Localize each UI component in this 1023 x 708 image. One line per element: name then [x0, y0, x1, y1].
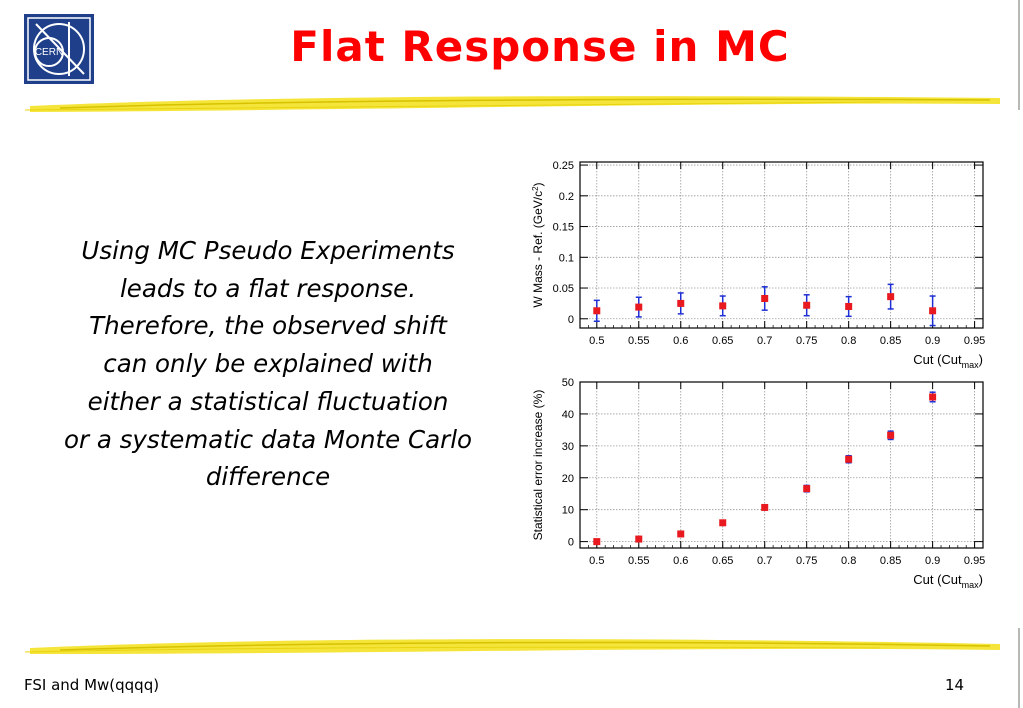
right-edge-line: [1018, 0, 1020, 110]
x-tick-label: 0.7: [757, 555, 772, 567]
y-tick-label: 0: [568, 537, 574, 549]
x-tick-label: 0.55: [628, 335, 649, 347]
plot-frame: [579, 381, 984, 549]
data-point: [677, 530, 685, 538]
x-tick-label: 0.75: [796, 335, 817, 347]
y-axis-label-end: ): [531, 182, 545, 186]
data-point: [929, 393, 937, 401]
y-axis-label: W Mass - Ref. (GeV/c2): [531, 182, 545, 307]
w-mass-shift-chart: 0.5 0.55 0.6 0.65 0.7 0.75 0.8 0.85 0.9 0.95 0 0.05…: [531, 160, 985, 370]
data-point: [845, 455, 853, 463]
right-edge-line: [1018, 628, 1020, 708]
footer-text: FSI and Mw(qqqq): [24, 676, 160, 694]
data-point: [593, 307, 601, 315]
body-line: leads to a flat response.: [119, 273, 417, 303]
x-axis-label: Cut (Cutmax): [913, 572, 983, 590]
x-axis-label: Cut (Cutmax): [913, 352, 983, 370]
y-tick-label: 0.2: [559, 191, 574, 203]
page-number: 14: [945, 676, 965, 694]
body-line: Using MC Pseudo Experiments: [81, 236, 455, 265]
bottom-brush-stroke: [24, 639, 1000, 654]
x-tick-label: 0.95: [964, 555, 985, 567]
data-point: [677, 299, 685, 307]
x-axis-label-sub: max: [962, 580, 980, 590]
data-point: [593, 538, 601, 546]
data-point: [887, 431, 895, 439]
y-tick-label: 0.05: [553, 283, 574, 295]
body-line: either a statistical fluctuation: [87, 386, 449, 416]
y-tick-label: 30: [562, 441, 574, 453]
x-tick-label: 0.75: [796, 555, 817, 567]
x-tick-label: 0.8: [841, 335, 856, 347]
y-axis-label: Statistical error increase (%): [531, 390, 545, 541]
x-tick-label: 0.5: [589, 335, 604, 347]
top-brush-stroke: [24, 96, 1000, 112]
x-axis-label-main: Cut (Cut: [913, 352, 962, 367]
data-point: [635, 303, 643, 311]
x-axis-label-sub: max: [962, 360, 980, 370]
data-point: [845, 302, 853, 310]
y-tick-label: 0.1: [559, 252, 574, 264]
data-point: [803, 485, 811, 493]
data-point: [761, 294, 769, 302]
x-tick-label: 0.55: [628, 555, 649, 567]
data-point: [719, 519, 727, 527]
y-tick-label: 40: [562, 409, 574, 421]
cern-logo-text: CERN: [35, 47, 63, 58]
y-tick-label: 50: [562, 377, 574, 389]
data-point: [887, 293, 895, 301]
data-point: [761, 503, 769, 511]
x-tick-label: 0.95: [964, 335, 985, 347]
x-tick-label: 0.6: [673, 335, 688, 347]
y-tick-label: 0: [568, 314, 574, 326]
data-point: [719, 302, 727, 310]
x-tick-label: 0.65: [712, 335, 733, 347]
x-axis-label-main: Cut (Cut: [913, 572, 962, 587]
y-tick-label: 20: [562, 473, 574, 485]
y-axis-label-sup: 2: [531, 186, 540, 191]
body-text: Using MC Pseudo Experiments leads to a f…: [18, 232, 518, 496]
slide-title: Flat Response in MC: [290, 22, 790, 71]
x-tick-label: 0.9: [925, 335, 940, 347]
cern-logo: CERN: [24, 14, 94, 84]
body-line: difference: [205, 462, 331, 492]
x-tick-label: 0.7: [757, 335, 772, 347]
x-tick-label: 0.8: [841, 555, 856, 567]
y-tick-label: 0.15: [553, 222, 574, 234]
x-tick-label: 0.85: [880, 335, 901, 347]
stat-error-increase-chart: 0.5 0.55 0.6 0.65 0.7 0.75 0.8 0.85 0.9 0.95 0 10 20…: [531, 377, 985, 590]
y-axis-label-main: W Mass - Ref. (GeV/c: [531, 191, 545, 308]
x-tick-label: 0.9: [925, 555, 940, 567]
data-point: [929, 307, 937, 315]
x-axis-label-end: ): [979, 352, 983, 367]
body-line: can only be explained with: [103, 349, 433, 379]
x-tick-label: 0.65: [712, 555, 733, 567]
data-point: [635, 535, 643, 543]
x-tick-label: 0.85: [880, 555, 901, 567]
x-axis-label-end: ): [979, 572, 983, 587]
body-line: Therefore, the observed shift: [89, 311, 447, 341]
body-line: or a systematic data Monte Carlo: [64, 424, 472, 454]
y-tick-label: 0.25: [553, 160, 574, 172]
x-tick-label: 0.5: [589, 555, 604, 567]
x-tick-label: 0.6: [673, 555, 688, 567]
data-point: [803, 301, 811, 309]
plot-frame: [579, 161, 984, 329]
y-axis-label-main: Statistical error increase (%): [531, 390, 545, 541]
y-tick-label: 10: [562, 505, 574, 517]
